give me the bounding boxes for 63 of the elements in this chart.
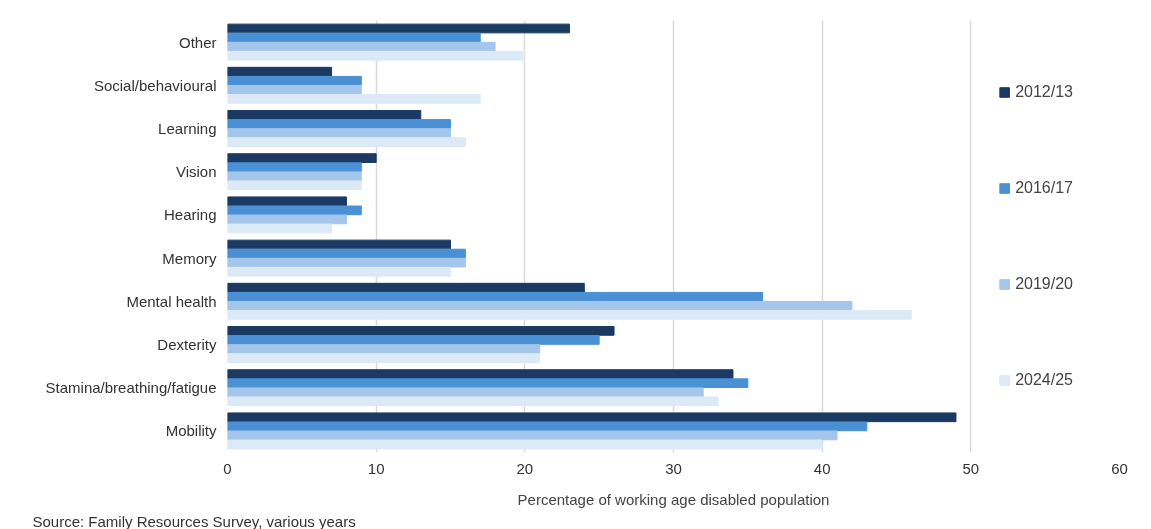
bar (227, 239, 451, 250)
bar (227, 94, 481, 104)
x-tick-label: 50 (962, 459, 980, 477)
bar (227, 344, 541, 354)
legend-label: 2019/20 (1015, 275, 1073, 293)
bar (227, 205, 362, 216)
y-tick-label: Mobility (165, 422, 217, 440)
x-tick-label: 40 (813, 459, 831, 477)
x-tick-label: 30 (665, 459, 682, 477)
y-tick-label: Dexterity (157, 336, 217, 353)
bar (227, 310, 912, 320)
legend-label: 2016/17 (1015, 179, 1073, 197)
y-tick-label: Learning (158, 120, 217, 137)
y-tick-label: Hearing (163, 206, 217, 224)
bar (227, 378, 749, 389)
bar (227, 430, 838, 441)
bar (227, 75, 362, 86)
bar (227, 66, 333, 77)
bar (227, 223, 333, 234)
bar (227, 214, 347, 225)
y-tick-label: Stamina/breathing/fatigue (45, 379, 217, 397)
bar (227, 387, 704, 398)
x-axis-title: Percentage of working age disabled population (517, 490, 830, 508)
bar (227, 41, 496, 52)
bar (227, 84, 362, 95)
y-tick-label: Memory (162, 249, 217, 267)
bar (227, 282, 585, 293)
bar (227, 421, 868, 432)
bar (227, 196, 347, 207)
bar (227, 162, 362, 173)
bar (227, 369, 734, 379)
bar (227, 257, 466, 268)
bar (227, 291, 764, 302)
bar (227, 335, 600, 345)
x-tick-label: 20 (516, 459, 534, 477)
bar (227, 396, 719, 407)
y-tick-label: Other (178, 33, 217, 51)
bar (227, 32, 481, 43)
bar (227, 110, 422, 120)
bar (227, 439, 823, 450)
bar (227, 23, 570, 34)
bar (227, 137, 466, 147)
bar (227, 50, 526, 61)
x-tick-label: 60 (1111, 459, 1128, 477)
bar (227, 412, 957, 423)
bar (227, 153, 377, 163)
bar (227, 326, 615, 336)
y-tick-label: Social/behavioural (93, 76, 217, 94)
y-tick-label: Vision (175, 163, 217, 181)
y-tick-label: Mental health (126, 292, 217, 310)
bar (227, 248, 466, 259)
bar (227, 119, 451, 129)
x-tick-label: 0 (223, 459, 232, 477)
legend-label: 2012/13 (1015, 83, 1073, 101)
bar (227, 180, 362, 191)
bar (227, 266, 451, 277)
bar (227, 171, 362, 182)
source-note: Source: Family Resources Survey, various years (32, 512, 356, 529)
bar (227, 353, 541, 363)
x-tick-label: 10 (367, 459, 385, 477)
legend-label: 2024/25 (1015, 371, 1073, 389)
bar (227, 300, 853, 311)
bar (227, 128, 451, 138)
